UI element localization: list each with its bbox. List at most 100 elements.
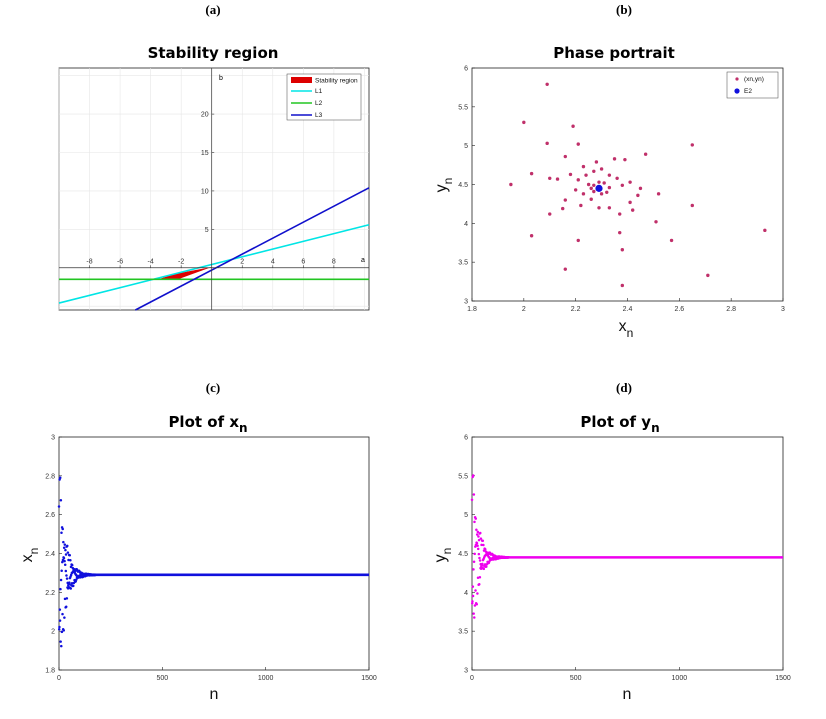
- trajectory-point: [669, 238, 674, 243]
- chart-b-legend-box: [726, 71, 779, 99]
- chart-c-sample-point: [58, 625, 61, 629]
- chart-d-sample-point: [485, 565, 488, 568]
- chart-c-sample-point: [58, 476, 62, 479]
- chart-c-sample-point: [62, 546, 66, 549]
- chart-d-xtick-label: 1500: [775, 675, 791, 682]
- line-l3: [134, 187, 370, 311]
- trajectory-point: [555, 177, 560, 181]
- chart-c-ytick-label: 2: [51, 629, 55, 636]
- trajectory-point: [599, 167, 604, 171]
- chart-c-frame: [58, 436, 370, 671]
- chart-d-sample-point: [479, 537, 483, 540]
- trajectory-point: [638, 186, 643, 191]
- legend-label-l2: L2: [315, 100, 323, 107]
- chart-c-ytick-label: 2.4: [45, 551, 55, 558]
- chart-c-sample-point: [68, 582, 71, 586]
- chart-d-sample-point: [471, 474, 475, 477]
- chart-b-xtick-label: 2: [522, 306, 526, 313]
- trajectory-point: [620, 283, 625, 288]
- trajectory-point: [592, 183, 596, 187]
- chart-a-region-layer: [158, 266, 212, 280]
- chart-c-sample-point: [62, 629, 66, 632]
- chart-a-title: Stability region: [148, 44, 279, 62]
- chart-c-points: [57, 476, 369, 648]
- legend-label-stability-region: Stability region: [315, 78, 358, 85]
- chart-d-xtick-label: 0: [470, 675, 474, 682]
- trajectory-point: [561, 206, 565, 211]
- chart-b-points: [509, 82, 767, 288]
- chart-c-ticks: 0 500 1000 1500 1.8 2 2.2 2.4 2.6 2.8 3: [45, 435, 377, 683]
- chart-d-sample-point: [476, 530, 480, 534]
- chart-c-sample-point: [58, 619, 62, 622]
- chart-d-frame: [471, 436, 784, 671]
- chart-d-ticks: 0 500 1000 1500 3 3.5 4 4.5 5 5.5 6: [458, 435, 791, 683]
- chart-d-sample-point: [477, 552, 481, 556]
- chart-a-xtick-label: -8: [86, 259, 92, 266]
- chart-d-sample-point: [475, 528, 478, 531]
- chart-d-sample-point: [476, 547, 480, 551]
- trajectory-point: [571, 124, 575, 128]
- trajectory-point: [623, 157, 627, 162]
- chart-c-ytick-label: 2.2: [45, 590, 55, 597]
- chart-a-axes: [59, 68, 369, 310]
- chart-d-sample-point: [474, 589, 477, 592]
- trajectory-point: [654, 220, 658, 224]
- chart-c-sample-point: [64, 569, 68, 573]
- trajectory-point: [548, 212, 552, 216]
- trajectory-point: [548, 176, 552, 180]
- trajectory-point: [618, 212, 622, 216]
- chart-b-title: Phase portrait: [553, 44, 675, 62]
- trajectory-point: [576, 238, 580, 243]
- panel-label-b: (b): [616, 2, 632, 17]
- trajectory-point: [563, 198, 567, 202]
- chart-c-sample-point: [59, 640, 62, 643]
- chart-d-ylabel: yn: [432, 548, 454, 563]
- trajectory-point: [615, 176, 619, 180]
- chart-b-ylabel: yn: [433, 178, 455, 193]
- chart-a-ytick-label: 10: [201, 188, 209, 195]
- chart-c-sample-point: [69, 558, 72, 562]
- legend-label-trajectory: (xn,yn): [744, 76, 764, 83]
- trajectory-point: [568, 172, 573, 177]
- chart-d-sample-point: [483, 563, 487, 566]
- chart-c-sample-point: [64, 553, 68, 556]
- chart-c-sample-point: [64, 548, 67, 552]
- trajectory-point: [599, 192, 604, 196]
- chart-c-sample-point: [63, 543, 67, 546]
- chart-b-xlabel: xn: [619, 318, 634, 340]
- chart-d-ytick-label: 3.5: [458, 629, 468, 636]
- legend-label-l1: L1: [315, 88, 323, 95]
- chart-a-ytick-label: 15: [201, 150, 209, 157]
- trajectory-point: [597, 180, 601, 184]
- chart-c-sample-point: [68, 553, 71, 557]
- chart-d-ytick-label: 4.5: [458, 551, 468, 558]
- chart-d-sample-point: [478, 575, 482, 579]
- trajectory-point: [576, 178, 580, 182]
- chart-d-sample-point: [481, 563, 484, 567]
- chart-a-ytick-label: 5: [205, 227, 209, 234]
- chart-c-sample-point: [65, 597, 69, 600]
- legend-label-l3-main: L3: [315, 112, 323, 119]
- legend-swatch-stability-region: [291, 77, 312, 83]
- chart-d-sample-point: [471, 594, 475, 598]
- chart-c-sample-point: [62, 540, 65, 544]
- chart-a-xtick-label: -6: [117, 259, 123, 266]
- chart-d-xtick-label: 500: [570, 675, 582, 682]
- chart-c-sample-point: [72, 584, 75, 588]
- legend-label-e2: E2: [744, 88, 752, 95]
- trajectory-point: [509, 182, 513, 187]
- chart-b-xlabel-sub: n: [627, 326, 634, 340]
- chart-d-sample-point: [471, 600, 474, 603]
- chart-c-sample-point: [57, 505, 61, 508]
- chart-d-sample-point: [473, 616, 476, 619]
- trajectory-point: [628, 180, 632, 184]
- chart-b-frame: [471, 67, 784, 302]
- chart-c-sample-point: [60, 644, 63, 648]
- chart-d-sample-point: [473, 604, 477, 607]
- legend-marker-e2: [734, 88, 740, 94]
- trajectory-point: [607, 185, 612, 190]
- trajectory-point: [690, 143, 694, 147]
